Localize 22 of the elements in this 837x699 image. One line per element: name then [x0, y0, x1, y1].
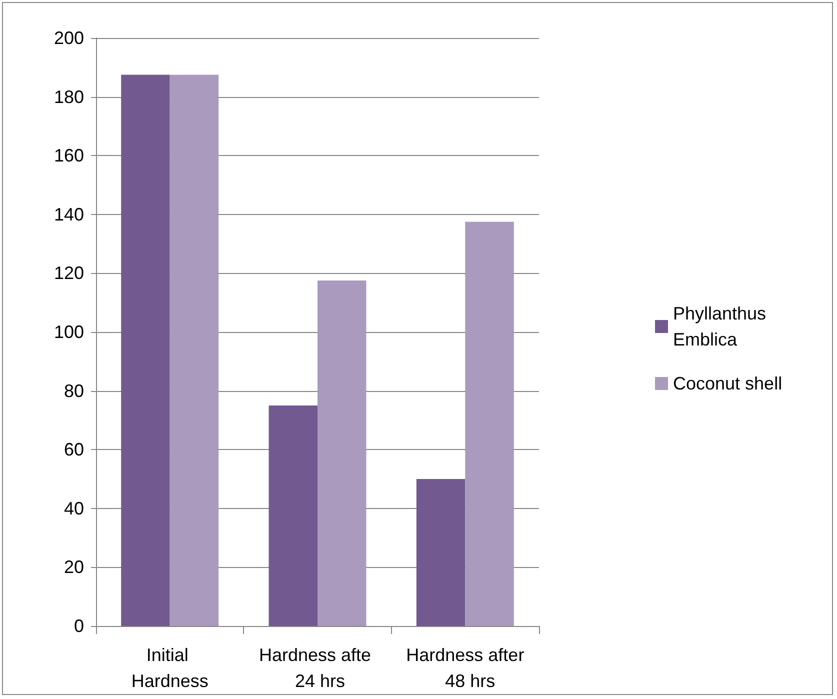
y-tick-label: 60 — [64, 440, 84, 460]
y-tick-label: 160 — [54, 146, 84, 166]
y-tick-label: 180 — [54, 86, 84, 107]
y-tick-label: 120 — [54, 263, 84, 284]
bar — [318, 280, 366, 626]
legend-label: Phyllanthus Emblica — [673, 304, 772, 350]
bar — [416, 479, 466, 626]
legend-label: Coconut shell — [673, 374, 782, 394]
bar — [121, 74, 170, 626]
y-tick-label: 20 — [64, 557, 84, 578]
y-tick-label: 40 — [64, 498, 84, 518]
y-tick-label: 200 — [54, 28, 84, 48]
bar — [268, 406, 318, 626]
y-tick-label: 0 — [74, 616, 84, 636]
x-tick-label: Initial Hardness — [131, 645, 208, 691]
y-tick-label: 100 — [54, 322, 84, 342]
bar — [465, 222, 514, 626]
x-tick-label: Hardness afte 24 hrs — [258, 645, 376, 691]
y-tick-label: 80 — [64, 380, 84, 401]
x-tick-label: Hardness after 48 hrs — [406, 645, 524, 691]
y-tick-label: 140 — [54, 204, 84, 224]
bar — [170, 74, 219, 626]
